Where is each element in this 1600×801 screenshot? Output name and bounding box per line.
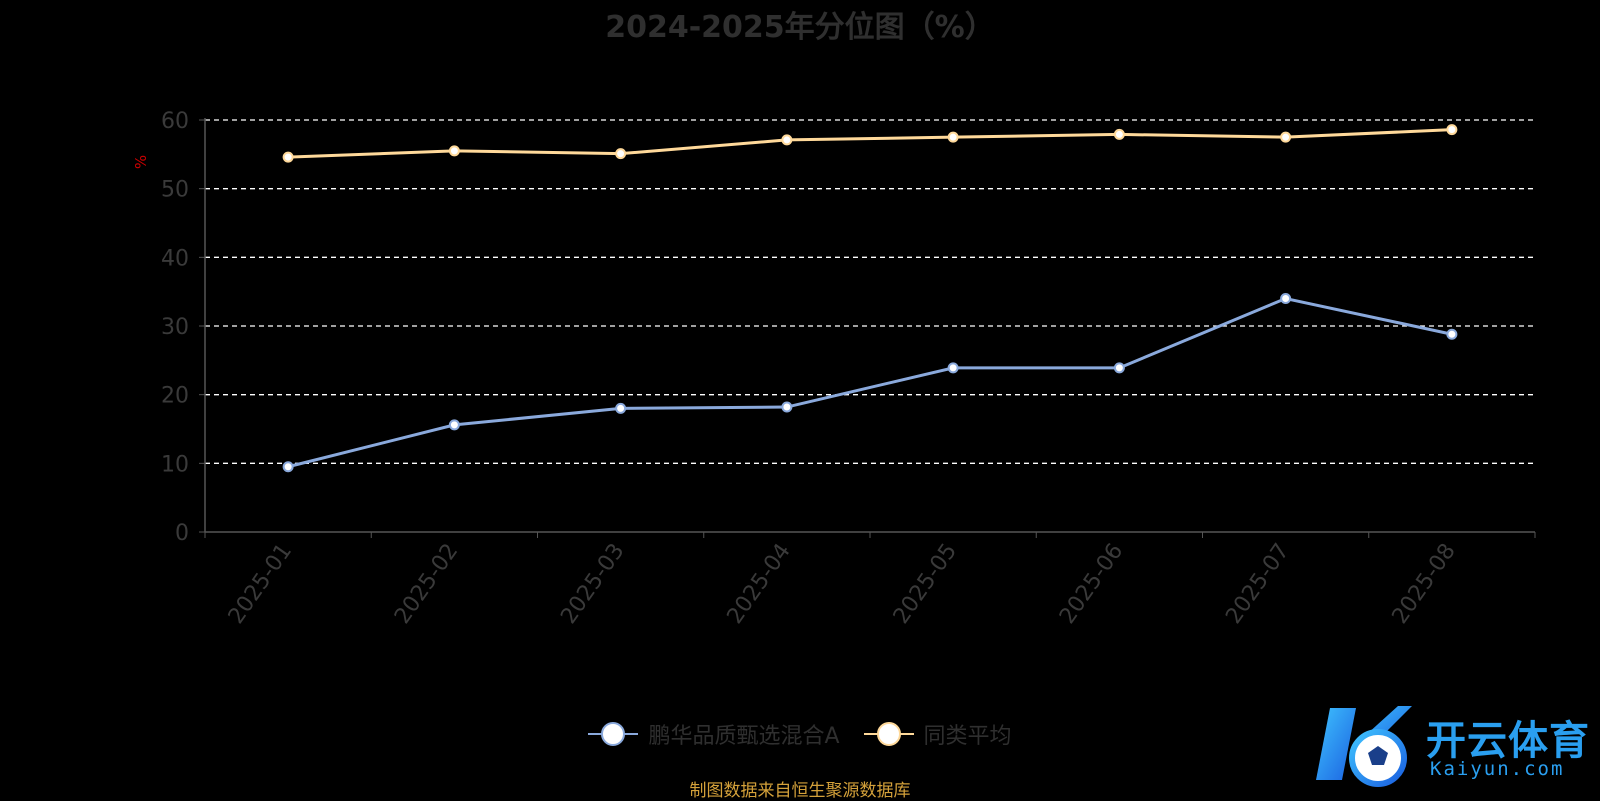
series-line-1 xyxy=(288,128,1452,159)
y-tick-label: 50 xyxy=(161,178,189,203)
y-axis-label: % xyxy=(132,155,150,169)
x-tick-label: 2025-07 xyxy=(1221,539,1294,629)
y-tick-label: 0 xyxy=(175,521,189,546)
x-tick-label: 2025-01 xyxy=(224,539,297,629)
logo-k-icon xyxy=(1316,706,1412,787)
grid-lines xyxy=(205,119,1535,464)
x-tick-label: 2025-05 xyxy=(889,539,962,629)
legend-marker-average xyxy=(863,722,914,746)
legend-item-average[interactable]: 同类平均 xyxy=(863,718,1012,750)
plot-area: 0 10 20 30 40 50 60 2025-01 2025-02 2025-03 2025-0… xyxy=(132,109,1536,629)
data-point xyxy=(1446,328,1458,340)
data-point xyxy=(1280,293,1292,305)
data-point xyxy=(1280,131,1292,143)
data-point xyxy=(282,151,294,163)
y-tick-label: 60 xyxy=(161,109,189,134)
series-line-0 xyxy=(287,296,1453,469)
x-tick-label: 2025-02 xyxy=(390,539,463,629)
data-point xyxy=(282,461,294,473)
data-point xyxy=(1113,128,1125,140)
data-point xyxy=(1113,362,1125,374)
data-point xyxy=(615,402,627,414)
y-tick-label: 10 xyxy=(161,452,189,477)
data-point xyxy=(448,145,460,157)
data-point xyxy=(1446,124,1458,136)
data-point xyxy=(781,134,793,146)
brand-logo[interactable]: 开云体育 Kaiyun.com xyxy=(1312,700,1592,792)
data-point xyxy=(781,401,793,413)
series-layer xyxy=(282,124,1458,473)
x-tick-label: 2025-04 xyxy=(723,539,796,629)
data-point xyxy=(615,148,627,160)
legend-label-fund: 鹏华品质甄选混合A xyxy=(648,724,840,749)
x-tick-label: 2025-08 xyxy=(1388,539,1461,629)
logo-text-en: Kaiyun.com xyxy=(1430,758,1565,780)
legend: 鹏华品质甄选混合A 同类平均 xyxy=(0,718,1600,750)
logo-text-cn: 开云体育 xyxy=(1426,718,1590,764)
y-tick-label: 30 xyxy=(161,315,189,340)
data-source-note: 制图数据来自恒生聚源数据库 xyxy=(689,781,911,801)
x-tick-label: 2025-06 xyxy=(1055,539,1128,629)
x-tick-label: 2025-03 xyxy=(556,539,629,629)
data-point xyxy=(947,131,959,143)
legend-marker-fund xyxy=(588,722,639,746)
data-point xyxy=(947,362,959,374)
axes: 0 10 20 30 40 50 60 2025-01 2025-02 2025-03 2025-0… xyxy=(161,109,1536,629)
chart-title: 2024-2025年分位图（%） xyxy=(605,10,995,45)
legend-item-fund[interactable]: 鹏华品质甄选混合A xyxy=(588,718,840,750)
legend-label-average: 同类平均 xyxy=(923,724,1012,749)
data-point xyxy=(448,419,460,431)
y-tick-label: 40 xyxy=(161,246,189,271)
y-tick-label: 20 xyxy=(161,384,189,409)
